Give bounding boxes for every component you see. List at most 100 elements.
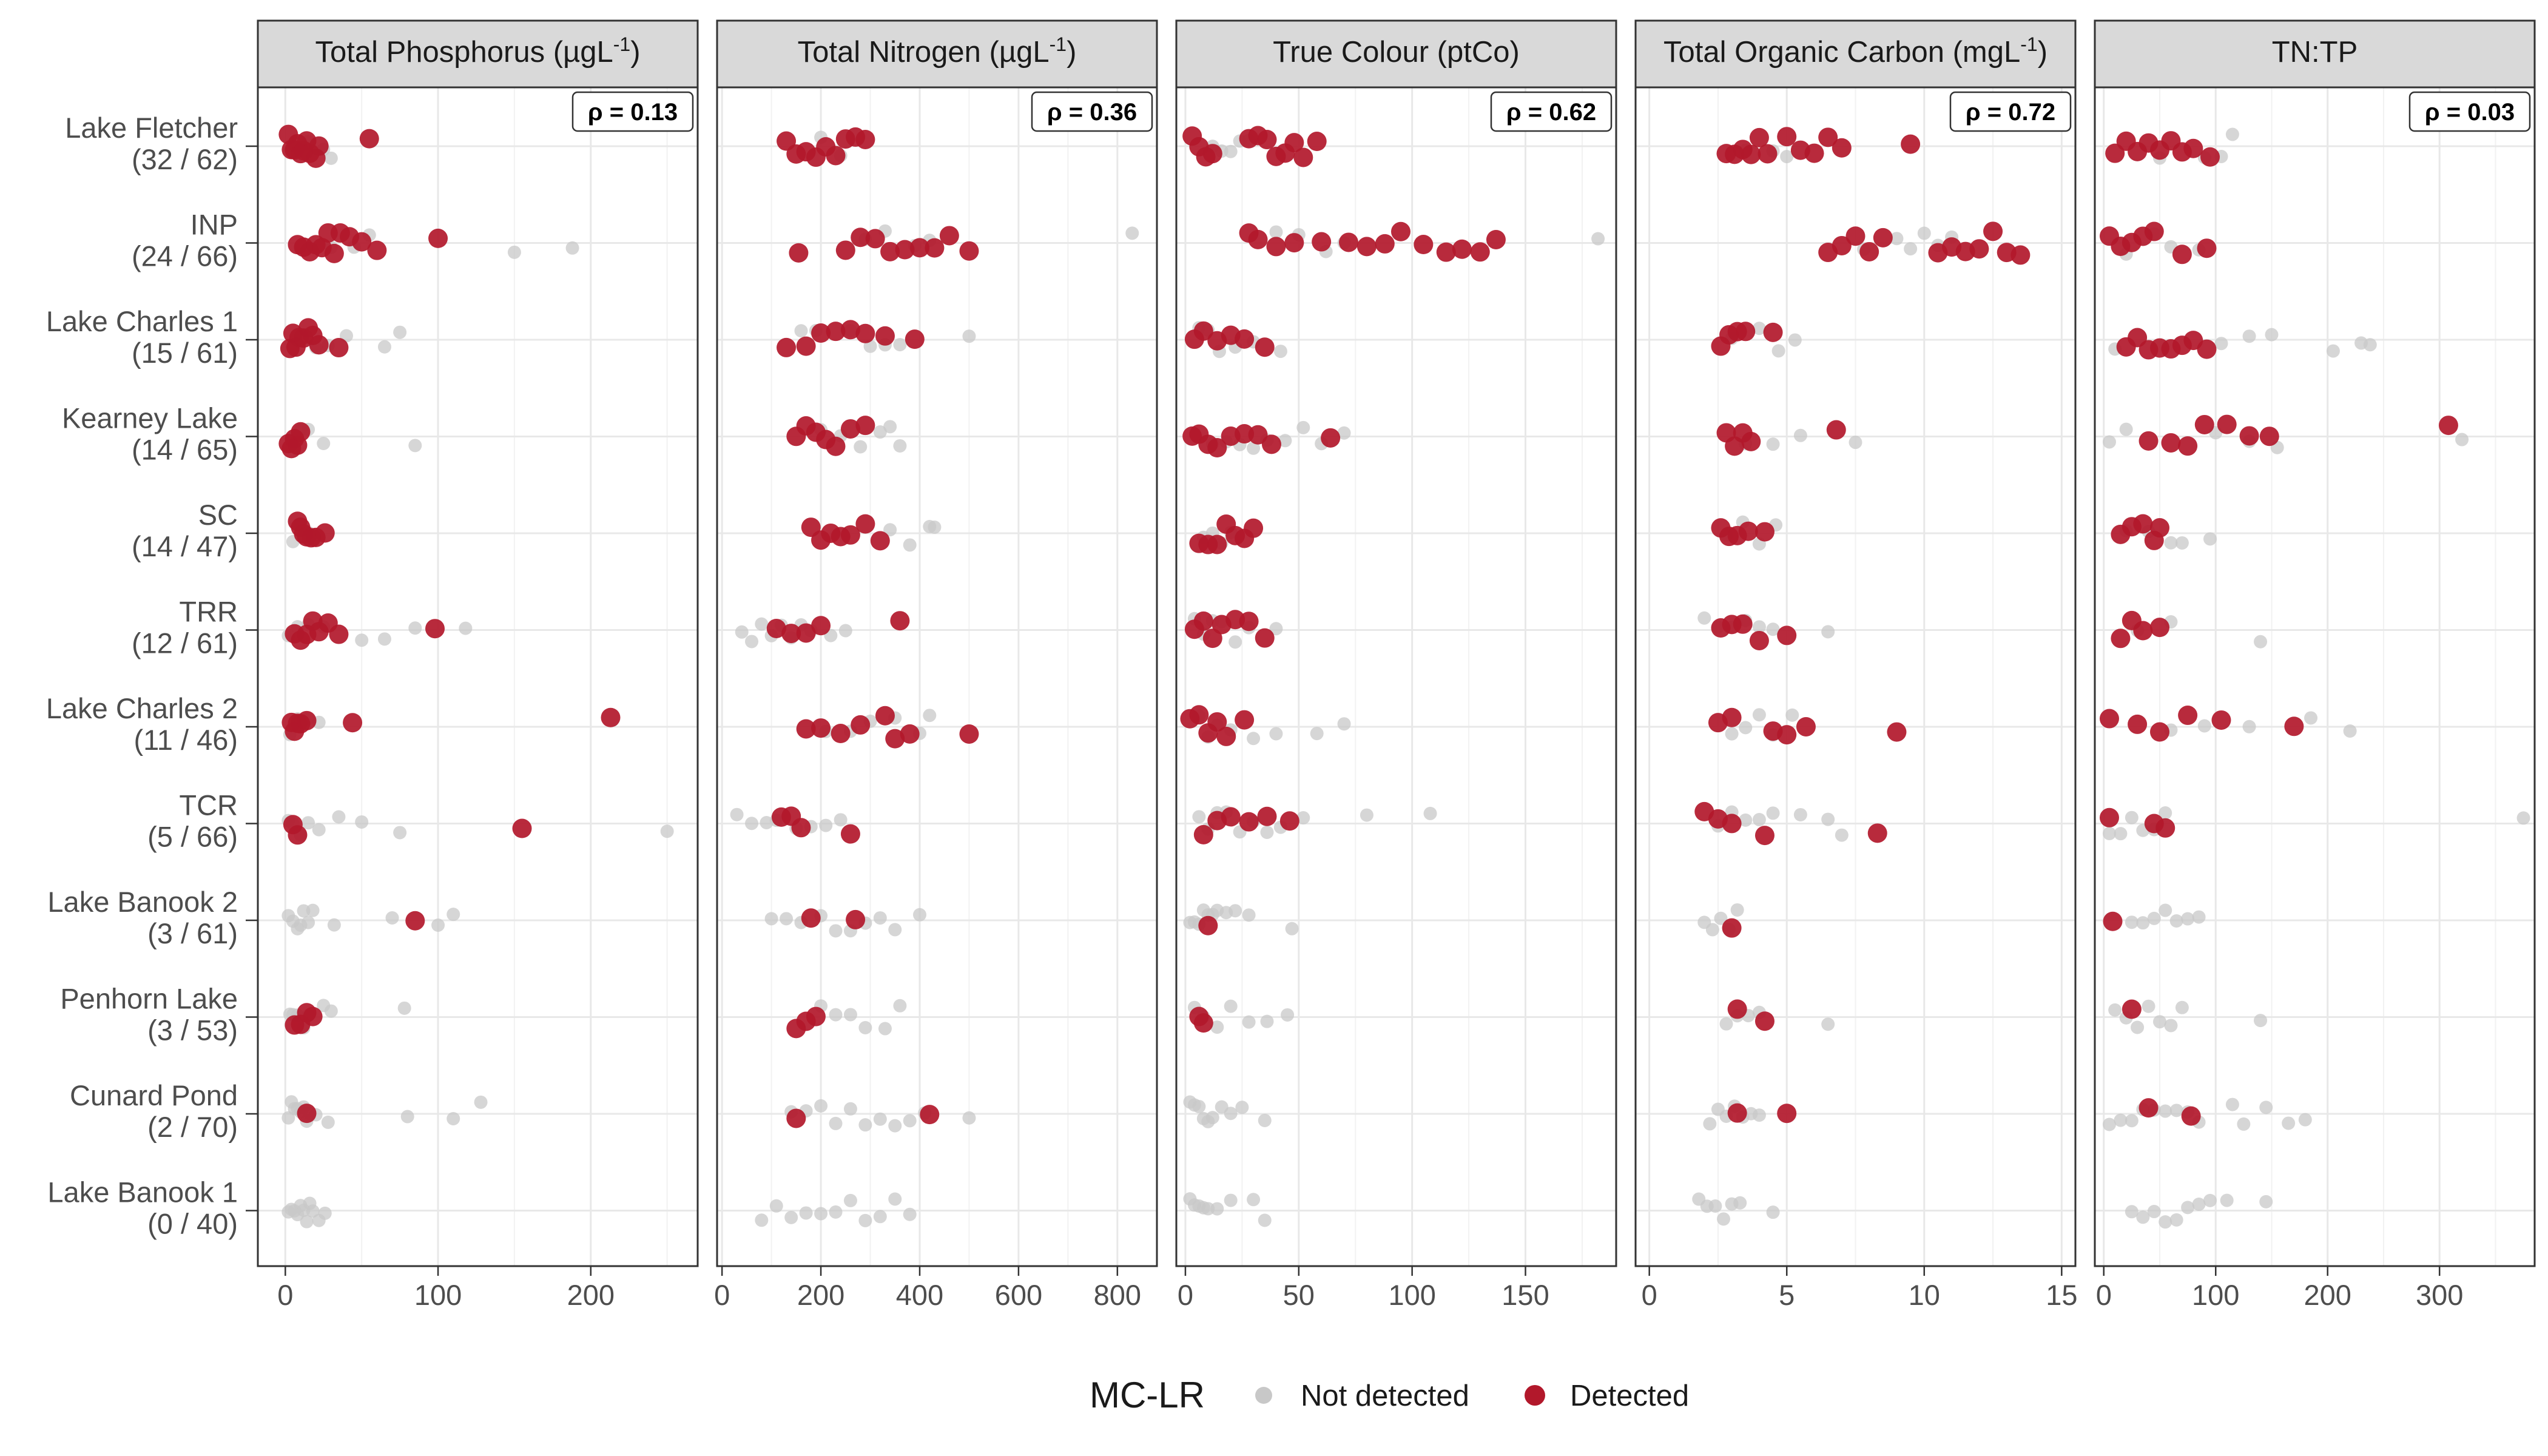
point-not-detected (302, 816, 315, 830)
point-detected (855, 323, 875, 343)
x-tick-label: 150 (1502, 1279, 1549, 1311)
point-detected (796, 336, 816, 356)
point-not-detected (1793, 807, 1807, 821)
point-not-detected (1890, 232, 1904, 246)
facet-panel: Total Nitrogen (µgL-1) ρ = 0.36 0 200 400 600… (714, 19, 1158, 1311)
point-detected (1763, 322, 1783, 342)
point-not-detected (1752, 620, 1766, 634)
point-not-detected (2192, 1198, 2206, 1212)
point-not-detected (923, 709, 937, 723)
point-not-detected (834, 813, 848, 827)
point-not-detected (843, 1102, 857, 1116)
point-detected (865, 229, 885, 249)
point-not-detected (1258, 1213, 1272, 1227)
point-detected (1859, 241, 1879, 261)
point-detected (840, 525, 860, 545)
x-tick-label: 0 (2096, 1279, 2112, 1311)
point-detected (2099, 807, 2119, 827)
lake-count-label: (2 / 70) (147, 1111, 238, 1143)
point-not-detected (300, 1215, 314, 1228)
point-detected (1818, 127, 1838, 147)
point-detected (796, 623, 816, 643)
point-not-detected (1771, 344, 1785, 358)
point-not-detected (2147, 911, 2161, 925)
point-detected (343, 713, 363, 733)
point-not-detected (2159, 806, 2172, 820)
point-not-detected (2102, 435, 2116, 449)
point-not-detected (1296, 811, 1310, 825)
point-detected (1758, 144, 1778, 164)
lake-count-label: (3 / 53) (147, 1014, 238, 1046)
legend-label-not-detected: Not detected (1301, 1380, 1469, 1412)
x-tick-label: 0 (1178, 1279, 1193, 1311)
point-not-detected (1210, 1202, 1224, 1216)
point-not-detected (1360, 808, 1373, 822)
point-not-detected (2298, 1113, 2312, 1127)
point-detected (2128, 714, 2148, 734)
point-detected (1284, 233, 1304, 253)
data-points (2099, 127, 2530, 1229)
point-detected (1202, 144, 1222, 164)
point-not-detected (1591, 232, 1605, 246)
point-not-detected (2203, 532, 2217, 546)
point-detected (1741, 144, 1761, 164)
point-detected (880, 241, 900, 261)
point-not-detected (2108, 1003, 2122, 1017)
panel-background (1176, 87, 1616, 1266)
point-not-detected (799, 1206, 813, 1220)
point-not-detected (1719, 1017, 1733, 1031)
lake-name-label: Lake Charles 2 (46, 692, 238, 724)
point-not-detected (829, 924, 843, 938)
point-detected (2149, 722, 2169, 742)
point-not-detected (1733, 1196, 1747, 1210)
point-not-detected (1835, 828, 1849, 842)
point-not-detected (730, 807, 744, 821)
point-detected (2161, 433, 2181, 453)
point-not-detected (397, 1001, 411, 1015)
point-not-detected (1725, 727, 1739, 741)
point-not-detected (829, 1116, 843, 1130)
point-not-detected (1285, 922, 1299, 935)
point-detected (2155, 818, 2176, 838)
point-not-detected (306, 903, 320, 917)
point-not-detected (755, 617, 769, 631)
rho-label: ρ = 0.03 (2425, 99, 2515, 126)
point-detected (1887, 722, 1907, 742)
point-detected (288, 825, 308, 845)
point-detected (2099, 709, 2119, 729)
point-detected (2284, 716, 2304, 736)
point-not-detected (2363, 338, 2377, 352)
point-detected (2133, 514, 2153, 534)
point-not-detected (912, 908, 926, 922)
point-detected (1845, 226, 1866, 246)
point-detected (309, 335, 329, 355)
point-not-detected (745, 635, 759, 649)
point-not-detected (408, 439, 422, 453)
point-not-detected (893, 338, 907, 352)
point-detected (1832, 235, 1852, 255)
x-tick-label: 100 (2192, 1279, 2239, 1311)
rho-label: ρ = 0.72 (1966, 99, 2055, 126)
strip-header (1634, 19, 2077, 89)
point-not-detected (858, 1213, 872, 1227)
point-not-detected (2136, 916, 2150, 930)
point-detected (1261, 434, 1281, 454)
point-detected (1901, 134, 1921, 154)
point-not-detected (385, 911, 399, 925)
point-not-detected (2203, 1193, 2217, 1207)
point-not-detected (2114, 1113, 2128, 1127)
point-detected (786, 1108, 806, 1128)
point-detected (1255, 628, 1275, 648)
point-detected (885, 729, 905, 749)
point-detected (811, 616, 831, 636)
point-detected (895, 240, 915, 260)
lake-count-label: (24 / 66) (132, 240, 238, 272)
lake-labels: Lake Fletcher(32 / 62) INP(24 / 66) Lake C… (46, 112, 258, 1240)
lake-name-label: INP (190, 209, 238, 241)
point-detected (1754, 1011, 1774, 1031)
point-detected (2438, 416, 2458, 436)
point-not-detected (377, 340, 391, 354)
point-not-detected (400, 1110, 414, 1124)
point-detected (1754, 522, 1774, 542)
point-detected (1777, 625, 1797, 645)
